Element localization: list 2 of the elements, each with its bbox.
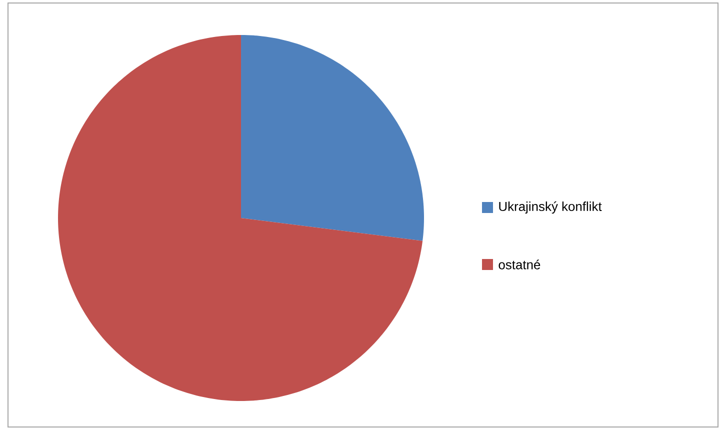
legend-label: ostatné <box>498 260 540 270</box>
legend-label: Ukrajinský konflikt <box>499 201 602 214</box>
